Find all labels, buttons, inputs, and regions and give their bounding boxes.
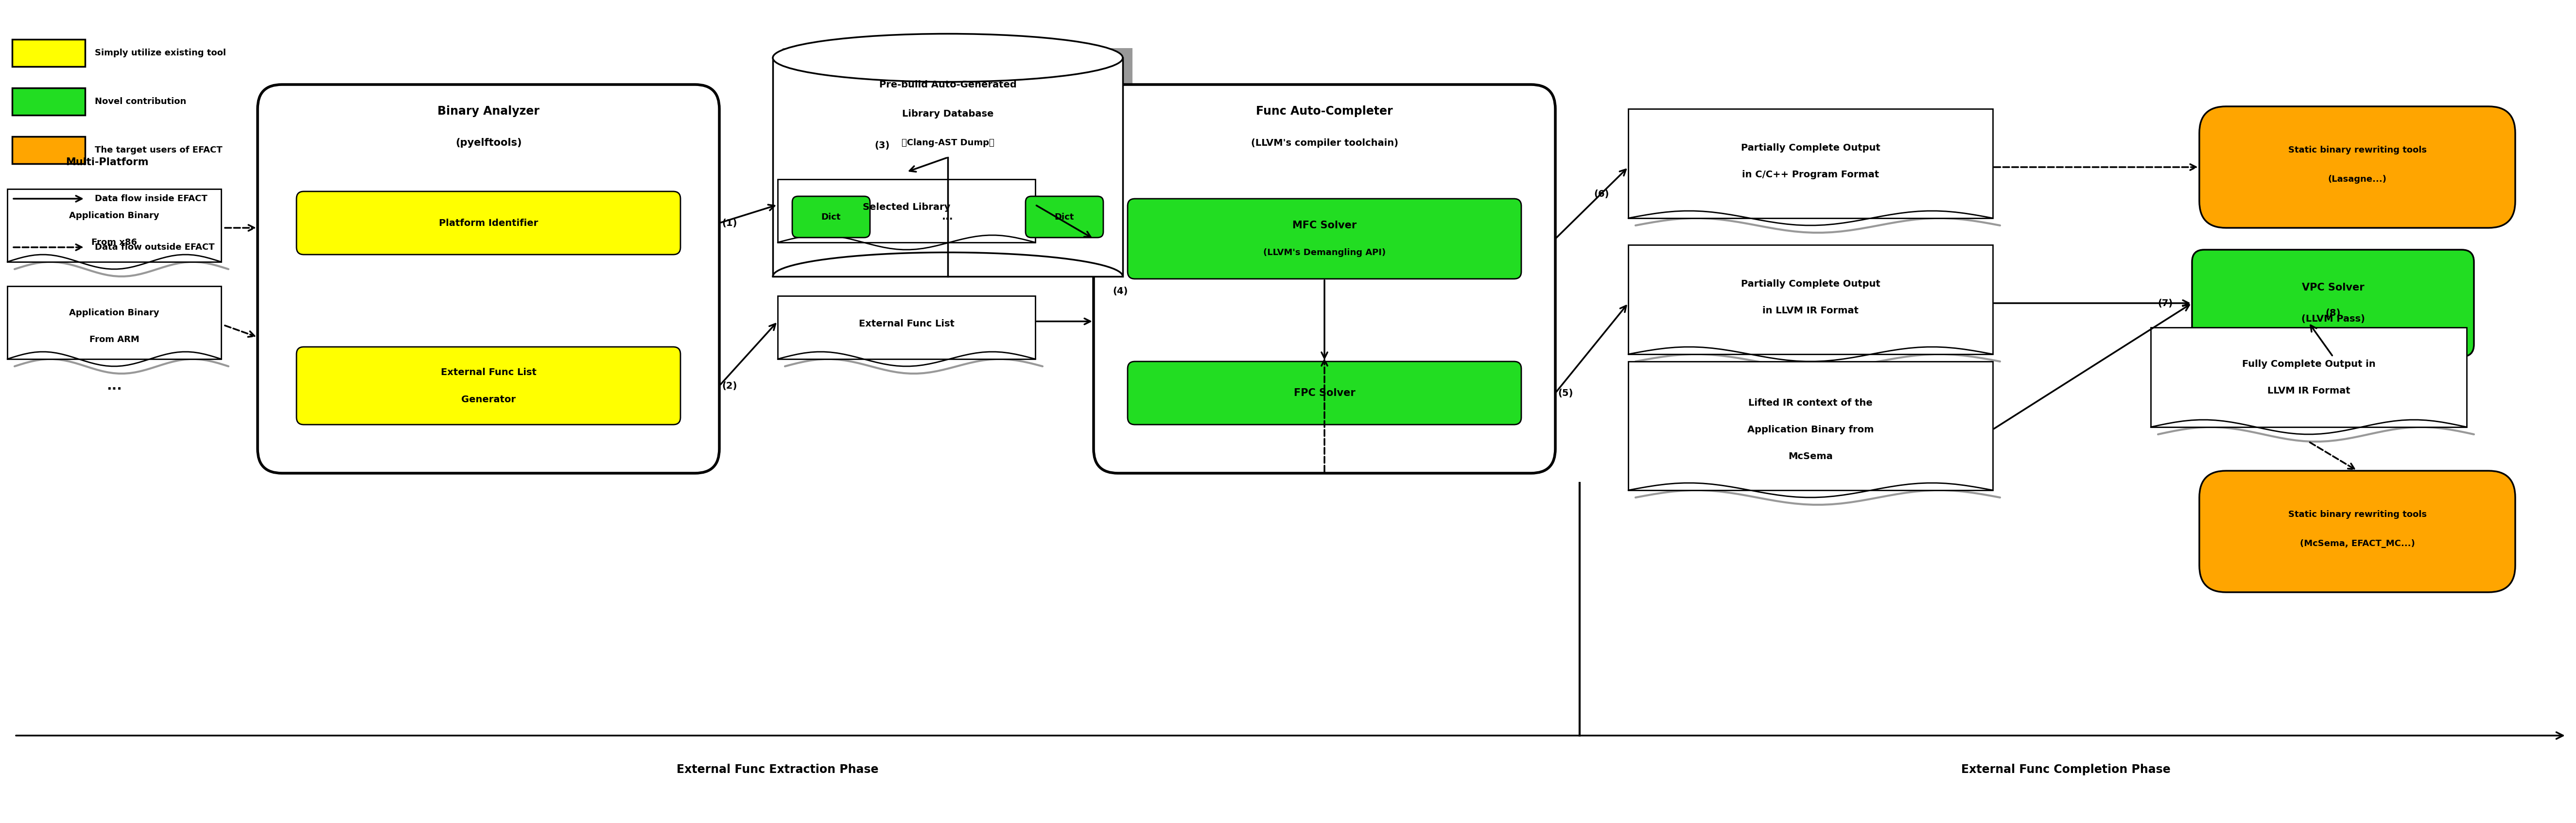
- Text: LLVM IR Format: LLVM IR Format: [2267, 386, 2349, 395]
- Text: Multi-Platform: Multi-Platform: [64, 157, 149, 167]
- Text: (Lasagne...): (Lasagne...): [2329, 175, 2385, 184]
- Bar: [2151, 328, 2468, 427]
- Text: Simply utilize existing tool: Simply utilize existing tool: [95, 49, 227, 58]
- Text: (1): (1): [721, 218, 737, 228]
- Bar: [13, 137, 85, 164]
- Text: (LLVM's compiler toolchain): (LLVM's compiler toolchain): [1252, 138, 1399, 147]
- Text: （Clang-AST Dump）: （Clang-AST Dump）: [902, 138, 994, 147]
- Text: (2): (2): [721, 381, 737, 390]
- Text: (4): (4): [1113, 286, 1128, 295]
- FancyBboxPatch shape: [1025, 196, 1103, 238]
- Bar: [8, 189, 222, 262]
- Text: (7): (7): [2159, 299, 2174, 308]
- Text: External Func Extraction Phase: External Func Extraction Phase: [677, 764, 878, 775]
- Text: in C/C++ Program Format: in C/C++ Program Format: [1741, 170, 1878, 179]
- FancyBboxPatch shape: [2200, 471, 2514, 593]
- Text: (LLVM Pass): (LLVM Pass): [2300, 314, 2365, 323]
- FancyBboxPatch shape: [793, 196, 871, 238]
- Bar: [8, 286, 222, 359]
- Bar: [13, 40, 85, 67]
- Text: Application Binary: Application Binary: [70, 212, 160, 220]
- Text: FPC Solver: FPC Solver: [1293, 388, 1355, 398]
- Text: (8): (8): [2326, 309, 2342, 318]
- FancyBboxPatch shape: [1128, 198, 1522, 279]
- Text: Application Binary from: Application Binary from: [1747, 425, 1873, 434]
- Text: (McSema, EFACT_MC...): (McSema, EFACT_MC...): [2300, 539, 2414, 548]
- Text: (5): (5): [1558, 388, 1574, 398]
- Text: Partially Complete Output: Partially Complete Output: [1741, 279, 1880, 288]
- Text: McSema: McSema: [1788, 452, 1832, 461]
- Text: (LLVM's Demangling API): (LLVM's Demangling API): [1262, 248, 1386, 257]
- Text: (6): (6): [1595, 189, 1610, 198]
- Text: (3): (3): [876, 141, 889, 150]
- Bar: [1628, 361, 1994, 491]
- Bar: [1628, 109, 1994, 218]
- Text: From x86: From x86: [90, 238, 137, 247]
- Text: Static binary rewriting tools: Static binary rewriting tools: [2287, 510, 2427, 518]
- Text: Func Auto-Completer: Func Auto-Completer: [1257, 105, 1394, 117]
- Text: VPC Solver: VPC Solver: [2303, 283, 2365, 292]
- Text: Platform Identifier: Platform Identifier: [438, 218, 538, 228]
- Text: Partially Complete Output: Partially Complete Output: [1741, 143, 1880, 152]
- Text: External Func Completion Phase: External Func Completion Phase: [1960, 764, 2172, 775]
- Text: ...: ...: [106, 379, 121, 393]
- FancyBboxPatch shape: [1095, 85, 1556, 473]
- Text: Selected Library: Selected Library: [863, 202, 951, 212]
- Text: Library Database: Library Database: [902, 109, 994, 119]
- Text: External Func List: External Func List: [858, 319, 953, 328]
- FancyBboxPatch shape: [2192, 249, 2473, 356]
- Text: Data flow inside EFACT: Data flow inside EFACT: [95, 194, 209, 203]
- Text: Data flow outside EFACT: Data flow outside EFACT: [95, 243, 214, 252]
- FancyBboxPatch shape: [296, 346, 680, 425]
- Text: Static binary rewriting tools: Static binary rewriting tools: [2287, 146, 2427, 155]
- FancyBboxPatch shape: [1128, 361, 1522, 425]
- Bar: [783, 48, 1133, 267]
- Text: (pyelftools): (pyelftools): [456, 138, 520, 147]
- Text: Pre-build Auto-Generated: Pre-build Auto-Generated: [878, 80, 1018, 89]
- FancyBboxPatch shape: [296, 192, 680, 254]
- Text: From ARM: From ARM: [90, 335, 139, 344]
- Text: Dict: Dict: [1054, 212, 1074, 221]
- Bar: [13, 88, 85, 115]
- Bar: [778, 296, 1036, 359]
- FancyBboxPatch shape: [258, 85, 719, 473]
- Text: ...: ...: [943, 212, 953, 221]
- Text: Fully Complete Output in: Fully Complete Output in: [2241, 360, 2375, 369]
- Text: Binary Analyzer: Binary Analyzer: [438, 105, 538, 117]
- Text: Application Binary: Application Binary: [70, 309, 160, 317]
- Text: Dict: Dict: [822, 212, 840, 221]
- FancyBboxPatch shape: [2200, 106, 2514, 228]
- Bar: [773, 58, 1123, 277]
- Bar: [778, 179, 1036, 243]
- Text: Lifted IR context of the: Lifted IR context of the: [1749, 398, 1873, 407]
- Text: External Func List: External Func List: [440, 368, 536, 377]
- Ellipse shape: [773, 34, 1123, 81]
- Text: in LLVM IR Format: in LLVM IR Format: [1762, 306, 1857, 315]
- Text: The target users of EFACT: The target users of EFACT: [95, 146, 222, 155]
- Text: MFC Solver: MFC Solver: [1293, 221, 1358, 230]
- Text: Novel contribution: Novel contribution: [95, 97, 185, 106]
- Text: Generator: Generator: [461, 395, 515, 404]
- Bar: [1628, 245, 1994, 354]
